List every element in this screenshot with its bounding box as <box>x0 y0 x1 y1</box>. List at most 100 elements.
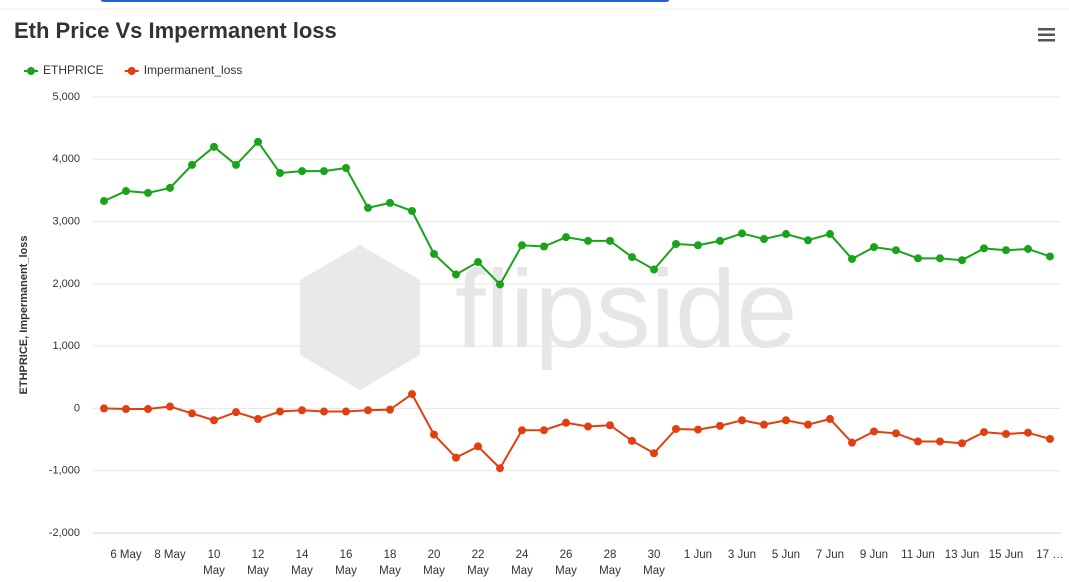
data-point <box>716 421 724 430</box>
x-tick-label: 9 Jun <box>860 549 888 561</box>
data-point <box>276 168 284 177</box>
data-point <box>1002 429 1010 438</box>
data-point <box>188 160 196 169</box>
data-point <box>298 167 306 176</box>
data-point <box>870 427 878 436</box>
menu-bar[interactable] <box>1038 28 1055 31</box>
data-point <box>848 438 856 447</box>
data-point <box>804 420 812 429</box>
data-point <box>848 254 856 263</box>
data-point <box>672 239 680 248</box>
data-point <box>650 449 658 458</box>
data-point <box>474 442 482 451</box>
y-tick-label: 2,000 <box>52 278 80 290</box>
x-tick-label: 26 May <box>555 549 577 577</box>
data-point <box>386 198 394 207</box>
x-tick-label: 20 May <box>423 549 445 577</box>
data-point <box>892 246 900 255</box>
data-point <box>606 421 614 430</box>
data-point <box>958 256 966 265</box>
data-point <box>100 197 108 206</box>
data-point <box>518 241 526 250</box>
x-tick-label: 17 … <box>1036 549 1064 561</box>
data-point <box>958 439 966 448</box>
data-point <box>694 241 702 250</box>
data-point <box>760 420 768 429</box>
x-tick-label: 22 May <box>467 549 489 577</box>
y-tick-label: 3,000 <box>52 215 80 227</box>
chart-title: Eth Price Vs Impermanent loss <box>14 18 337 43</box>
menu-button[interactable] <box>1038 28 1055 42</box>
data-point <box>518 426 526 435</box>
data-point <box>364 406 372 415</box>
data-point <box>166 402 174 411</box>
data-point <box>320 167 328 176</box>
data-point <box>232 160 240 169</box>
data-point <box>1024 428 1032 437</box>
data-point <box>716 236 724 245</box>
data-point <box>122 187 130 196</box>
data-point <box>210 142 218 151</box>
x-tick-label: 24 May <box>511 549 533 577</box>
data-point <box>936 437 944 446</box>
legend-label: ETHPRICE <box>43 63 104 77</box>
data-point <box>210 416 218 425</box>
x-tick-label: 12 May <box>247 549 269 577</box>
watermark-text: flipside <box>455 248 797 371</box>
data-point <box>826 230 834 239</box>
data-point <box>342 164 350 173</box>
data-point <box>540 426 548 435</box>
legend-item[interactable]: ETHPRICE <box>24 63 104 77</box>
x-tick-label: 8 May <box>154 549 186 561</box>
watermark-group: flipside <box>300 245 797 390</box>
data-point <box>650 265 658 274</box>
data-point <box>254 137 262 146</box>
y-tick-label: -2,000 <box>49 527 80 539</box>
legend-marker <box>27 67 35 75</box>
x-tick-label: 3 Jun <box>728 549 756 561</box>
data-point <box>980 244 988 253</box>
data-point <box>144 188 152 197</box>
y-axis-title: ETHPRICE, Impermanent_loss <box>18 236 30 395</box>
data-point <box>782 230 790 239</box>
data-point <box>232 408 240 417</box>
y-tick-label: -1,000 <box>49 465 80 477</box>
menu-bar[interactable] <box>1038 39 1055 42</box>
data-point <box>1046 252 1054 261</box>
x-tick-label: 16 May <box>335 549 357 577</box>
data-point <box>430 249 438 258</box>
data-point <box>496 280 504 289</box>
data-point <box>1024 244 1032 253</box>
x-tick-label: 1 Jun <box>684 549 712 561</box>
data-point <box>738 416 746 425</box>
legend-item[interactable]: Impermanent_loss <box>124 63 243 77</box>
data-point <box>694 425 702 434</box>
data-point <box>100 404 108 413</box>
x-tick-label: 11 Jun <box>901 549 935 561</box>
data-point <box>782 416 790 425</box>
data-point <box>738 229 746 238</box>
data-point <box>584 422 592 431</box>
y-tick-label: 1,000 <box>52 340 80 352</box>
data-point <box>672 424 680 433</box>
data-point <box>430 430 438 439</box>
data-point <box>914 437 922 446</box>
data-point <box>298 406 306 415</box>
x-tick-label: 28 May <box>599 549 621 577</box>
top-bar <box>100 0 670 2</box>
data-point <box>166 183 174 192</box>
data-point <box>1002 246 1010 255</box>
watermark-logo <box>300 245 420 390</box>
legend-label: Impermanent_loss <box>144 63 243 77</box>
data-point <box>760 235 768 244</box>
data-point <box>826 415 834 424</box>
x-tick-label: 30 May <box>643 549 665 577</box>
data-point <box>980 428 988 437</box>
data-point <box>496 464 504 473</box>
data-point <box>628 253 636 262</box>
menu-bar[interactable] <box>1038 33 1055 37</box>
data-point <box>804 236 812 245</box>
data-point <box>144 405 152 414</box>
